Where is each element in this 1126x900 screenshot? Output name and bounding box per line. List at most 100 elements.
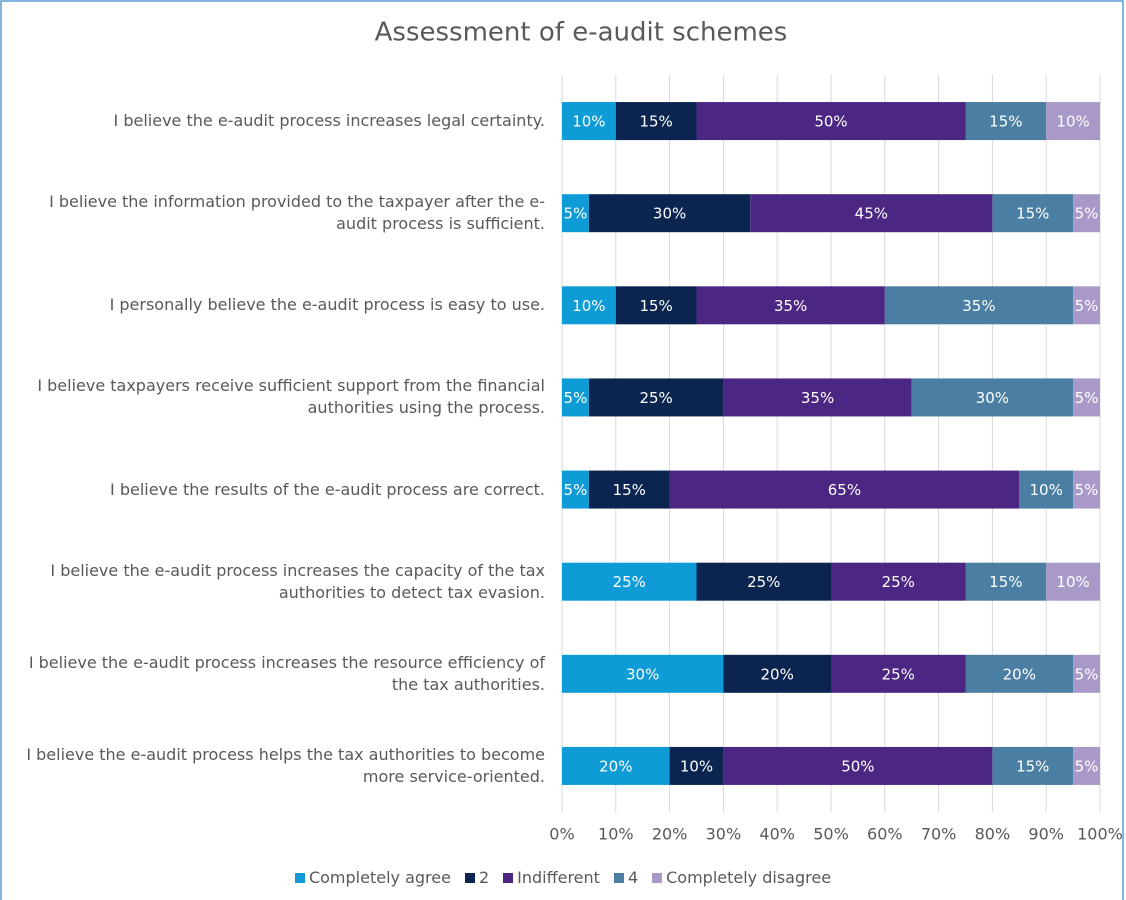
data-label: 5% — [1075, 389, 1099, 407]
legend-swatch — [613, 872, 624, 883]
data-label: 5% — [564, 389, 588, 407]
data-label: 35% — [801, 389, 834, 407]
data-label: 10% — [1056, 573, 1089, 591]
x-tick-label: 90% — [1028, 825, 1064, 844]
data-label: 10% — [1030, 481, 1063, 499]
data-label: 10% — [572, 297, 605, 315]
legend-swatch — [652, 872, 663, 883]
bar-segment — [750, 194, 993, 233]
data-label: 25% — [882, 573, 915, 591]
category-label: I believe the information provided to th… — [49, 192, 545, 234]
bar-segment — [723, 654, 831, 693]
bar-segment — [965, 102, 1047, 141]
bar-segment — [992, 746, 1074, 785]
data-label: 15% — [1016, 757, 1049, 775]
x-tick-label: 80% — [975, 825, 1011, 844]
data-label: 10% — [680, 757, 713, 775]
data-label: 50% — [841, 757, 874, 775]
x-tick-label: 10% — [598, 825, 634, 844]
legend-item: Completely agree — [294, 868, 451, 887]
x-tick-label: 20% — [652, 825, 688, 844]
data-label: 15% — [1016, 205, 1049, 223]
x-tick-label: 100% — [1077, 825, 1123, 844]
data-label: 5% — [564, 205, 588, 223]
x-tick-label: 30% — [706, 825, 742, 844]
data-label: 30% — [976, 389, 1009, 407]
data-label: 5% — [1075, 481, 1099, 499]
bar-segment — [562, 102, 616, 141]
category-label: I personally believe the e-audit process… — [109, 295, 545, 315]
data-label: 15% — [639, 113, 672, 131]
data-label: 25% — [613, 573, 646, 591]
legend-label: Completely disagree — [666, 868, 832, 887]
data-label: 20% — [1003, 665, 1036, 683]
category-label: I believe the e-audit process increases … — [50, 560, 545, 602]
data-label: 25% — [639, 389, 672, 407]
bar-segment — [669, 470, 1020, 509]
data-label: 20% — [599, 757, 632, 775]
bar-segment — [615, 102, 697, 141]
data-label: 10% — [572, 113, 605, 131]
bar-segment — [588, 194, 751, 233]
bar-segment — [562, 746, 670, 785]
bar-segment — [615, 286, 697, 325]
bar-segment — [965, 562, 1047, 601]
category-label: I believe taxpayers receive sufficient s… — [37, 376, 545, 418]
bar-segment — [1073, 378, 1100, 417]
data-label: 5% — [1075, 205, 1099, 223]
bar-segment — [562, 378, 589, 417]
bar-segment — [562, 194, 589, 233]
bar-segment — [992, 194, 1074, 233]
data-label: 10% — [1056, 113, 1089, 131]
data-label: 5% — [1075, 757, 1099, 775]
bar-segment — [562, 470, 589, 509]
bar-segment — [669, 746, 724, 785]
data-label: 25% — [747, 573, 780, 591]
legend-swatch — [503, 872, 514, 883]
bar-segment — [1073, 194, 1100, 233]
bar-segment — [723, 746, 993, 785]
data-label: 15% — [989, 113, 1022, 131]
bar-segment — [1073, 470, 1100, 509]
category-label: I believe the e-audit process increases … — [113, 111, 545, 130]
data-label: 35% — [774, 297, 807, 315]
bar-segment — [1019, 470, 1074, 509]
legend-label: 2 — [478, 868, 490, 887]
category-label: I believe the e-audit process helps the … — [26, 744, 545, 786]
data-label: 20% — [761, 665, 794, 683]
bar-segment — [831, 562, 966, 601]
x-tick-label: 70% — [921, 825, 957, 844]
bar-segment — [1046, 102, 1100, 141]
data-label: 25% — [882, 665, 915, 683]
legend: Completely agree 2 Indifferent 4 Completely … — [0, 868, 1126, 887]
data-label: 35% — [962, 297, 995, 315]
bar-segment — [831, 654, 966, 693]
legend-item: 2 — [464, 868, 490, 887]
data-label: 65% — [828, 481, 861, 499]
chart-title: Assessment of e-audit schemes — [375, 18, 788, 48]
bar-segment — [1046, 562, 1100, 601]
bar-segment — [696, 286, 885, 325]
data-label: 5% — [564, 481, 588, 499]
bar-segment — [723, 378, 912, 417]
x-tick-label: 50% — [813, 825, 849, 844]
bar-segment — [588, 378, 724, 417]
x-tick-label: 60% — [867, 825, 903, 844]
bar-segment — [562, 286, 616, 325]
legend-label: Completely agree — [308, 868, 451, 887]
data-label: 50% — [814, 113, 847, 131]
bar-segment — [562, 654, 724, 693]
bar-segment — [588, 470, 670, 509]
data-label: 30% — [653, 205, 686, 223]
category-label: I believe the e-audit process increases … — [28, 652, 545, 694]
legend-item: Indifferent — [503, 868, 600, 887]
data-label: 45% — [855, 205, 888, 223]
bar-segment — [696, 562, 831, 601]
data-label: 5% — [1075, 665, 1099, 683]
bar-segment — [1073, 654, 1100, 693]
bar-segment — [965, 654, 1074, 693]
bar-segment — [1073, 746, 1100, 785]
